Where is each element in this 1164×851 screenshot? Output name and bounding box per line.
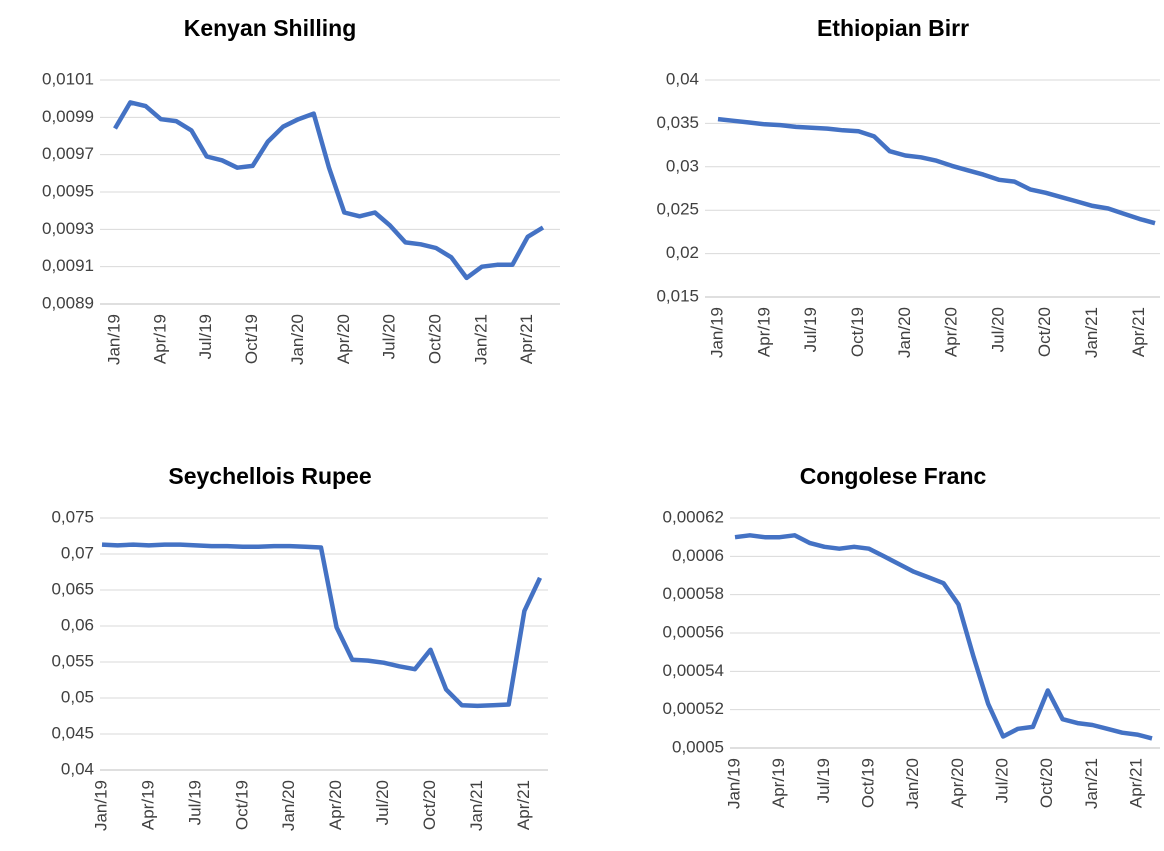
y-tick-label: 0,065 (51, 579, 94, 598)
y-tick-label: 0,0005 (672, 737, 724, 756)
y-tick-label: 0,0093 (42, 219, 94, 238)
x-tick-label: Jan/19 (104, 314, 123, 365)
x-tick-label: Jul/20 (380, 314, 399, 359)
y-tick-label: 0,0089 (42, 293, 94, 312)
y-tick-label: 0,05 (61, 687, 94, 706)
y-tick-label: 0,0097 (42, 144, 94, 163)
x-tick-label: Apr/19 (138, 780, 157, 830)
x-tick-label: Apr/19 (769, 758, 788, 808)
x-tick-label: Apr/20 (942, 307, 961, 357)
x-tick-label: Apr/21 (1129, 307, 1148, 357)
x-tick-label: Oct/19 (859, 758, 878, 808)
y-tick-label: 0,00052 (663, 699, 724, 718)
y-tick-label: 0,0101 (42, 69, 94, 88)
x-tick-label: Jul/20 (993, 758, 1012, 803)
x-tick-label: Oct/19 (848, 307, 867, 357)
y-tick-label: 0,00062 (663, 507, 724, 526)
y-tick-label: 0,025 (656, 200, 699, 219)
x-tick-label: Jan/21 (471, 314, 490, 365)
x-tick-label: Jan/21 (467, 780, 486, 831)
series-line (717, 116, 1156, 226)
chart-title: Kenyan Shilling (184, 15, 357, 41)
y-tick-label: 0,02 (666, 243, 699, 262)
x-tick-label: Apr/19 (150, 314, 169, 364)
x-tick-label: Jan/19 (91, 780, 110, 831)
x-tick-label: Jul/20 (373, 780, 392, 825)
y-tick-label: 0,075 (51, 507, 94, 526)
y-tick-label: 0,00054 (663, 661, 724, 680)
y-tick-label: 0,07 (61, 543, 94, 562)
x-tick-label: Jan/20 (903, 758, 922, 809)
y-tick-label: 0,0091 (42, 256, 94, 275)
x-tick-label: Apr/19 (754, 307, 773, 357)
y-tick-label: 0,045 (51, 723, 94, 742)
y-tick-label: 0,00058 (663, 584, 724, 603)
x-tick-label: Jan/20 (288, 314, 307, 365)
chart-title: Ethiopian Birr (817, 15, 969, 41)
x-tick-label: Jan/21 (1082, 758, 1101, 809)
y-tick-label: 0,035 (656, 113, 699, 132)
y-tick-label: 0,04 (61, 759, 94, 778)
y-tick-label: 0,055 (51, 651, 94, 670)
x-tick-label: Jul/20 (988, 307, 1007, 352)
x-tick-label: Jul/19 (814, 758, 833, 803)
x-tick-label: Jul/19 (801, 307, 820, 352)
x-tick-label: Jan/21 (1082, 307, 1101, 358)
chart-title: Seychellois Rupee (168, 463, 371, 489)
y-tick-label: 0,0006 (672, 546, 724, 565)
y-tick-label: 0,0099 (42, 107, 94, 126)
x-tick-label: Jan/20 (279, 780, 298, 831)
chart-title: Congolese Franc (800, 463, 987, 489)
x-tick-label: Apr/21 (1127, 758, 1146, 808)
x-tick-label: Apr/20 (334, 314, 353, 364)
x-tick-label: Oct/20 (420, 780, 439, 830)
x-tick-label: Oct/20 (1035, 307, 1054, 357)
x-tick-label: Jan/20 (895, 307, 914, 358)
series-line (113, 100, 545, 281)
x-tick-label: Oct/20 (425, 314, 444, 364)
x-tick-label: Oct/19 (242, 314, 261, 364)
y-tick-label: 0,06 (61, 615, 94, 634)
x-tick-label: Jul/19 (185, 780, 204, 825)
x-tick-label: Jan/19 (707, 307, 726, 358)
y-tick-label: 0,0095 (42, 181, 94, 200)
x-tick-label: Oct/19 (232, 780, 251, 830)
y-tick-label: 0,00056 (663, 622, 724, 641)
x-tick-label: Oct/20 (1037, 758, 1056, 808)
x-tick-label: Jul/19 (196, 314, 215, 359)
x-tick-label: Jan/19 (724, 758, 743, 809)
series-line (734, 533, 1153, 741)
series-line (101, 542, 543, 709)
y-tick-label: 0,015 (656, 286, 699, 305)
y-tick-label: 0,04 (666, 69, 699, 88)
x-tick-label: Apr/20 (948, 758, 967, 808)
x-tick-label: Apr/21 (517, 314, 536, 364)
x-tick-label: Apr/20 (326, 780, 345, 830)
y-tick-label: 0,03 (666, 156, 699, 175)
x-tick-label: Apr/21 (514, 780, 533, 830)
